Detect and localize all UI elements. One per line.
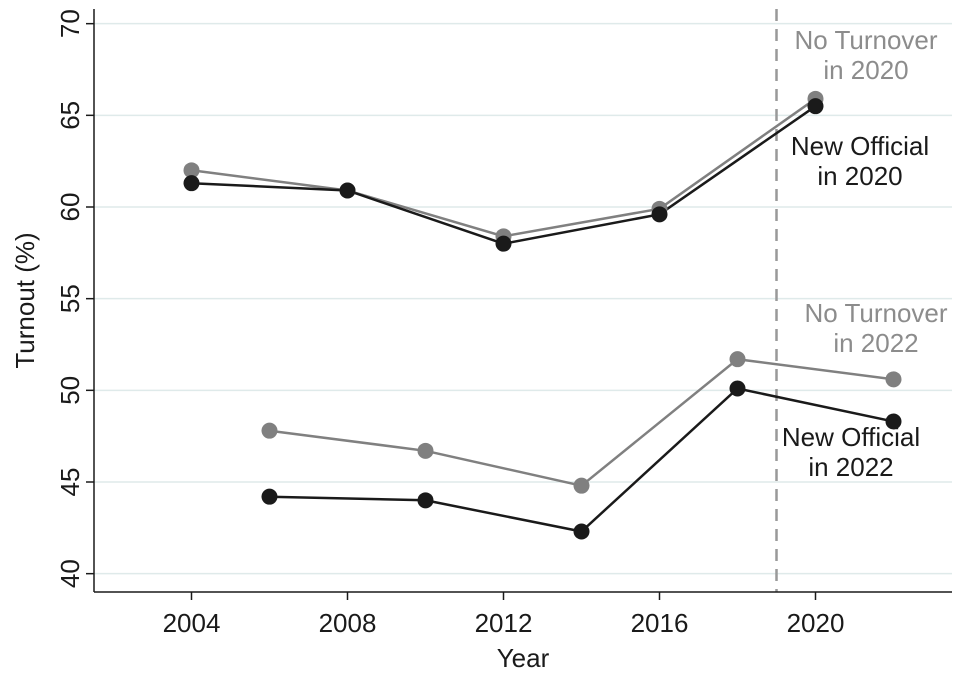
data-point <box>183 162 200 179</box>
series-line <box>269 387 894 533</box>
x-axis-title: Year <box>497 643 550 673</box>
annotation-label: in 2020 <box>823 55 908 85</box>
series-points <box>183 90 902 540</box>
data-point <box>183 175 200 192</box>
data-point <box>339 182 356 199</box>
series-lines <box>191 97 894 533</box>
axes <box>93 9 952 593</box>
y-tick-label: 65 <box>55 101 85 130</box>
x-tick-label: 2020 <box>787 608 845 638</box>
data-point <box>573 477 590 494</box>
annotation-label: New Official <box>782 422 920 452</box>
x-tick-label: 2016 <box>631 608 689 638</box>
data-point <box>417 492 434 509</box>
y-tick-label: 45 <box>55 468 85 497</box>
series-line <box>191 105 817 245</box>
gridlines <box>94 22 952 575</box>
data-point <box>261 488 278 505</box>
annotation-label: No Turnover <box>794 25 937 55</box>
data-point <box>807 98 824 115</box>
data-point <box>573 523 590 540</box>
data-point <box>885 413 902 430</box>
y-tick-label: 70 <box>55 9 85 38</box>
data-point <box>495 235 512 252</box>
y-axis-title: Turnout (%) <box>10 232 40 368</box>
data-point <box>885 371 902 388</box>
annotation-label: in 2020 <box>817 161 902 191</box>
y-tick-label: 40 <box>55 559 85 588</box>
data-point <box>651 206 668 223</box>
x-tick-label: 2004 <box>163 608 221 638</box>
data-point <box>729 380 746 397</box>
tick-marks: 40 45 50 55 60 65 70 2004 2008 2012 2016 2020 <box>55 9 844 638</box>
y-tick-label: 55 <box>55 284 85 313</box>
y-tick-label: 60 <box>55 193 85 222</box>
annotation-label: No Turnover <box>804 298 947 328</box>
x-tick-label: 2008 <box>319 608 377 638</box>
annotation-label: in 2022 <box>833 328 918 358</box>
data-point <box>261 422 278 439</box>
annotation-label: in 2022 <box>808 452 893 482</box>
data-point <box>417 442 434 459</box>
data-point <box>729 351 746 368</box>
series-line <box>191 97 817 238</box>
y-tick-label: 50 <box>55 376 85 405</box>
annotation-label: New Official <box>791 131 929 161</box>
x-tick-label: 2012 <box>475 608 533 638</box>
